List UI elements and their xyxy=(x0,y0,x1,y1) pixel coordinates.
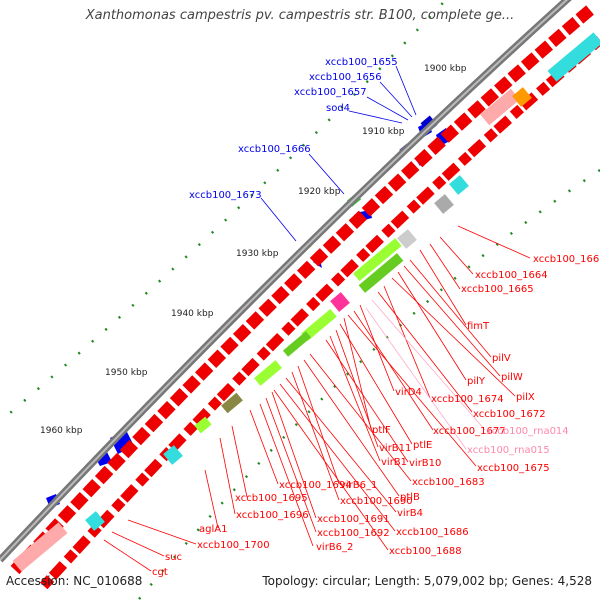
gene-label: fimT xyxy=(467,321,490,332)
second-cds-ring xyxy=(36,36,600,594)
tick-label: 1940 kbp xyxy=(171,309,214,319)
gene-label: pilW xyxy=(501,372,523,383)
gene-label: xccb100_1673 xyxy=(189,190,262,201)
gene-label: xccb100_1695 xyxy=(235,493,308,504)
gene-label: xccb100_1657 xyxy=(294,87,367,98)
gene-label: ptlB xyxy=(400,492,420,503)
gene-label: virB1 xyxy=(381,457,407,468)
gene-label: virB4 xyxy=(397,508,423,519)
gene-label: xccb100_1694 xyxy=(279,480,352,491)
inner-gene-labels: xccb100_1663 xccb100_1664 xccb100_1665 f… xyxy=(103,225,600,578)
gene-label: xccb100_1675 xyxy=(477,463,550,474)
inner-features xyxy=(12,32,600,572)
gene-label: xccb100_1683 xyxy=(412,477,485,488)
gene-label: pilX xyxy=(516,392,535,403)
gene-label: virB6_2 xyxy=(316,542,353,553)
tick-label: 1920 kbp xyxy=(298,187,341,197)
gene-label: sod4 xyxy=(326,103,350,114)
gene-label: xccb100_1656 xyxy=(309,72,382,83)
gene-label: pilV xyxy=(492,353,511,364)
gene-label: ptlE xyxy=(413,440,432,451)
gene-label: xccb100_1700 xyxy=(197,540,270,551)
gene-label: xccb100_1677 xyxy=(433,426,506,437)
gene-label: xccb100_1663 xyxy=(533,254,600,265)
gene-label: virB11 xyxy=(379,443,411,454)
gene-label: xccb100_1696 xyxy=(236,510,309,521)
genome-summary-text: Topology: circular; Length: 5,079,002 bp… xyxy=(262,574,592,588)
gene-label: xccb100_1692 xyxy=(317,528,390,539)
gene-label: suc xyxy=(165,552,182,563)
gene-label: xccb100_1691 xyxy=(317,514,390,525)
gene-label: xccb100_1666 xyxy=(238,144,311,155)
forward-cds-ring xyxy=(10,5,594,575)
gene-label: virD4 xyxy=(395,387,422,398)
gene-label: xccb100_1674 xyxy=(431,394,504,405)
tick-label: 1910 kbp xyxy=(362,127,405,137)
tick-label: 1930 kbp xyxy=(236,249,279,259)
gene-label: xccb100_1664 xyxy=(475,270,548,281)
gene-label: xccb100_1686 xyxy=(396,527,469,538)
gene-label: aglA1 xyxy=(199,524,227,535)
gene-label: pilY xyxy=(467,376,486,387)
gene-label: xccb100_1655 xyxy=(325,57,398,68)
tick-label: 1900 kbp xyxy=(424,64,467,74)
gene-label: xccb100_1688 xyxy=(389,546,462,557)
outer-gene-labels: xccb100_1655 xccb100_1656 xccb100_1657 s… xyxy=(189,57,417,242)
gene-label: xccb100_1665 xyxy=(461,284,534,295)
gene-label: virB10 xyxy=(409,458,441,469)
gene-label: xccb100_1672 xyxy=(473,409,546,420)
gene-label: xccb100_1690 xyxy=(340,496,413,507)
gene-label: cgt xyxy=(152,567,168,578)
tick-label: 1950 kbp xyxy=(105,368,148,378)
accession-text: Accession: NC_010688 xyxy=(6,574,143,588)
tick-label: 1960 kbp xyxy=(40,426,83,436)
gene-label: virB6_1 xyxy=(340,480,377,491)
gene-label: xccb100_rna015 xyxy=(467,445,550,456)
gene-label: ptlF xyxy=(372,425,391,436)
tick-labels: 1900 kbp 1910 kbp 1920 kbp 1930 kbp 1940… xyxy=(40,64,467,436)
gene-label: xccb100_rna014 xyxy=(486,426,569,437)
map-title: Xanthomonas campestris pv. campestris st… xyxy=(85,8,515,23)
